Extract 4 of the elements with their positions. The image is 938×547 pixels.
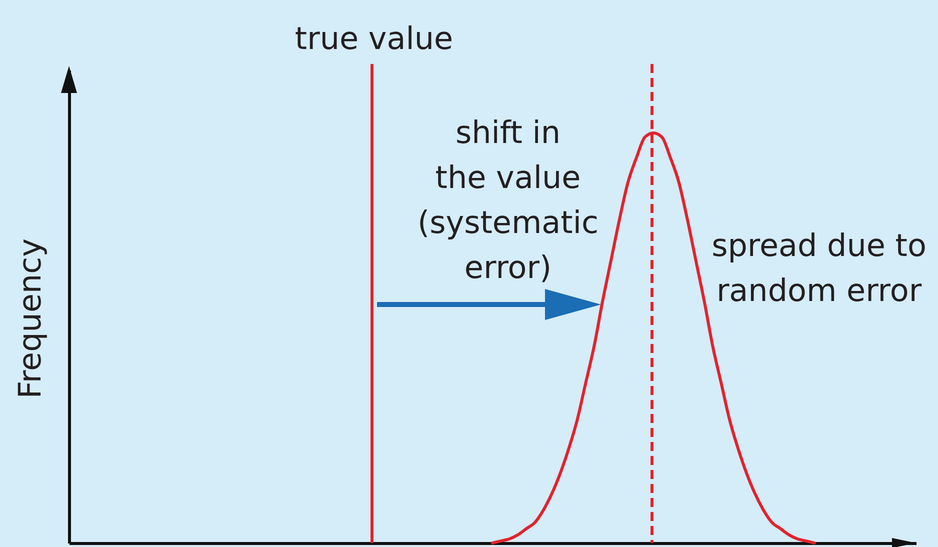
annotation: spread due to random error (712, 228, 926, 309)
text: true value (294, 21, 454, 57)
y-axis-title: Frequency (12, 238, 48, 399)
annotation: shift in the value (systematic error) (418, 115, 598, 286)
